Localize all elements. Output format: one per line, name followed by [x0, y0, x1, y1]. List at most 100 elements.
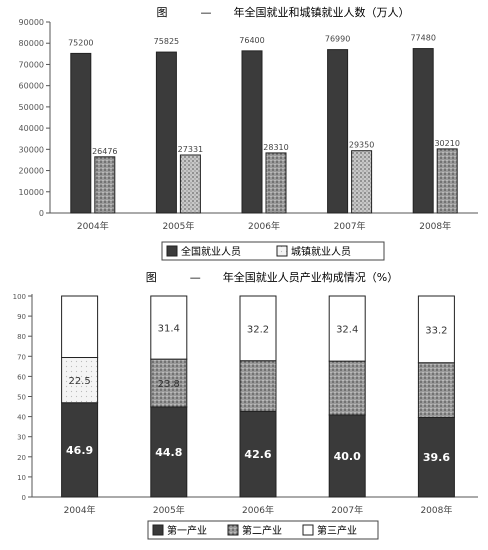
data-label: 30210 [434, 139, 459, 148]
x-tick-label: 2004年 [64, 504, 96, 516]
data-labels: 75200 26476 75825 27331 76400 28310 76990 29350… [68, 34, 460, 156]
x-tick-labels: 2004年 2005年 2006年 2007年 2008年 [64, 504, 453, 516]
data-label: 23.8 [158, 379, 180, 390]
industry-structure-chart: 图 — 年全国就业人员产业构成情况（%） 0 10 20 30 40 50 60 70 80 90… [13, 270, 478, 540]
data-label: 77480 [410, 34, 435, 43]
legend-box [147, 520, 379, 540]
segment-3 [150, 295, 188, 360]
y-tick-label: 10 [17, 474, 26, 482]
data-label: 39.6 [423, 451, 450, 464]
segment-1 [328, 414, 366, 498]
segment-2 [150, 358, 188, 408]
legend-swatch [227, 524, 239, 536]
segment-2 [417, 362, 455, 418]
data-label: 32.2 [247, 324, 269, 335]
segment-1 [150, 406, 188, 498]
y-tick-label: 60000 [19, 82, 44, 91]
x-tick-label: 2006年 [248, 220, 280, 232]
data-label: 76990 [325, 35, 350, 44]
legend-swatch [302, 524, 314, 536]
bar-urban-employment [94, 156, 116, 214]
y-tick-label: 20 [17, 454, 26, 462]
y-tick-label: 10000 [19, 188, 44, 197]
stacked-bars [61, 295, 455, 498]
bar-urban-employment [179, 154, 201, 214]
data-label: 27331 [178, 145, 203, 154]
x-tick-label: 2005年 [162, 220, 194, 232]
bar-total-employment [241, 50, 263, 214]
x-tick-label: 2005年 [153, 504, 185, 516]
y-tick-label: 50000 [19, 103, 44, 112]
y-tick-label: 90000 [19, 18, 44, 27]
legend-swatch [166, 245, 178, 257]
bars [70, 48, 458, 214]
legend: 第一产业 第二产业 第三产业 [147, 520, 379, 540]
x-tick-label: 2008年 [420, 504, 452, 516]
bar-urban-employment [351, 150, 373, 214]
y-tick-label: 50 [17, 394, 26, 402]
legend-swatch [152, 524, 164, 536]
bar-urban-employment [436, 148, 458, 214]
data-label: 22.5 [68, 376, 90, 387]
y-ticks: 0 10000 20000 30000 40000 50000 60000 70000 8000… [19, 18, 50, 218]
data-label: 28310 [263, 143, 288, 152]
data-label: 46.9 [66, 444, 93, 457]
segment-3 [417, 295, 455, 364]
legend-label: 第一产业 [167, 524, 207, 537]
y-tick-label: 60 [17, 373, 26, 381]
data-label: 75200 [68, 38, 93, 47]
legend-label: 全国就业人员 [181, 245, 241, 258]
y-ticks: 0 10 20 30 40 50 60 70 80 90 100 [13, 293, 32, 502]
bar-urban-employment [265, 152, 287, 214]
legend: 全国就业人员 城镇就业人员 [161, 241, 385, 261]
y-tick-label: 70 [17, 353, 26, 361]
data-label: 42.6 [244, 448, 271, 461]
bar-total-employment [155, 51, 177, 214]
legend-swatch [276, 245, 288, 257]
segment-3 [61, 295, 99, 359]
y-tick-label: 30 [17, 434, 26, 442]
x-tick-label: 2008年 [419, 220, 451, 232]
y-tick-label: 90 [17, 313, 26, 321]
y-tick-label: 30000 [19, 145, 44, 154]
x-tick-label: 2007年 [331, 504, 363, 516]
y-tick-label: 80000 [19, 39, 44, 48]
legend-label: 城镇就业人员 [291, 245, 351, 258]
y-tick-label: 0 [22, 494, 26, 502]
legend-box [161, 241, 385, 261]
segment-2 [239, 360, 277, 412]
x-tick-label: 2007年 [334, 220, 366, 232]
data-label: 76400 [239, 36, 264, 45]
data-label: 31.4 [158, 324, 180, 335]
y-tick-label: 80 [17, 333, 26, 341]
y-tick-label: 20000 [19, 167, 44, 176]
x-tick-label: 2006年 [242, 504, 274, 516]
segment-2 [328, 360, 366, 416]
y-tick-label: 70000 [19, 60, 44, 69]
data-label: 29350 [349, 141, 374, 150]
bar-total-employment [327, 49, 349, 214]
chart-title: 图 — 年全国就业和城镇就业人数（万人） [157, 5, 410, 19]
segment-2 [61, 357, 99, 404]
data-label: 26476 [92, 147, 117, 156]
y-tick-label: 100 [13, 293, 26, 301]
y-tick-label: 40000 [19, 124, 44, 133]
y-tick-label: 40 [17, 414, 26, 422]
segment-3 [239, 295, 277, 362]
x-tick-label: 2004年 [77, 220, 109, 232]
bar-total-employment [70, 52, 92, 214]
legend-label: 第二产业 [242, 524, 282, 537]
data-labels: 46.9 22.5 44.8 23.8 31.4 42.6 32.2 40.0 32.4 39.6… [66, 324, 450, 465]
data-label: 33.2 [425, 325, 447, 336]
data-label: 32.4 [336, 325, 358, 336]
legend-label: 第三产业 [317, 524, 357, 537]
data-label: 44.8 [155, 446, 182, 459]
employment-chart: 图 — 年全国就业和城镇就业人数（万人） 0 10000 20000 30000 400… [19, 5, 478, 261]
chart-title: 图 — 年全国就业人员产业构成情况（%） [146, 270, 398, 284]
y-tick-label: 0 [39, 209, 44, 218]
segment-3 [328, 295, 366, 362]
data-label: 40.0 [334, 450, 361, 463]
x-tick-labels: 2004年 2005年 2006年 2007年 2008年 [77, 220, 451, 232]
